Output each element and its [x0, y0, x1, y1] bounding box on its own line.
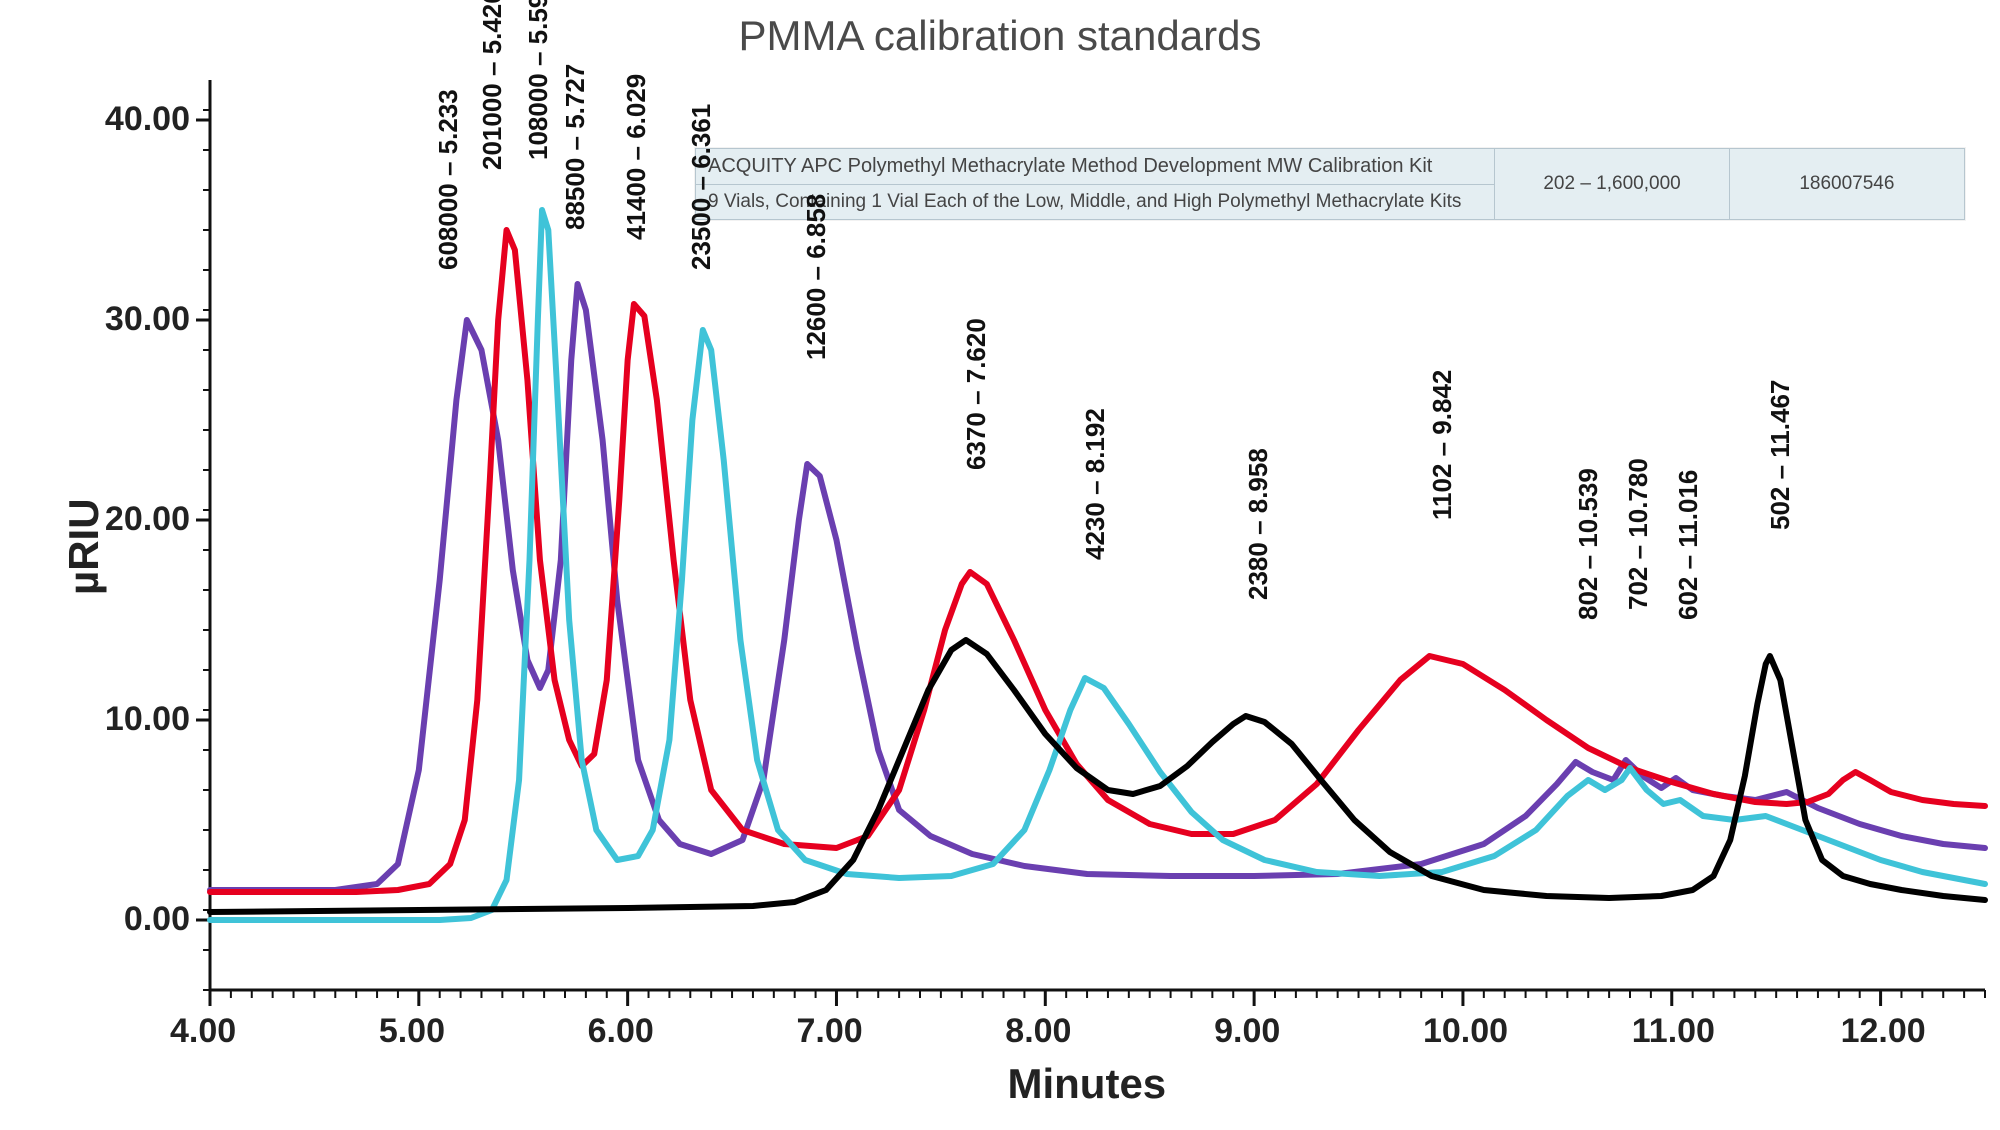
x-tick-label: 7.00 [796, 1012, 862, 1051]
peak-label: 608000 – 5.233 [433, 89, 464, 270]
y-tick-label: 10.00 [105, 700, 190, 739]
y-axis-label: µRIU [60, 498, 108, 595]
peak-label: 2380 – 8.958 [1243, 448, 1274, 600]
peak-label: 1102 – 9.842 [1427, 370, 1458, 520]
series-red [210, 230, 1985, 892]
kit-mw-range-cell: 202 – 1,600,000 [1495, 149, 1729, 220]
peak-label: 602 – 11.016 [1673, 470, 1704, 620]
x-tick-label: 8.00 [1005, 1012, 1071, 1051]
y-tick-label: 40.00 [105, 100, 190, 139]
peak-label: 12600 – 6.858 [801, 194, 832, 360]
x-tick-label: 9.00 [1214, 1012, 1280, 1051]
kit-info-table: ACQUITY APC Polymethyl Methacrylate Meth… [695, 148, 1965, 220]
peak-label: 502 – 11.467 [1765, 380, 1796, 530]
peak-label: 108000 – 5.595 [523, 0, 554, 160]
peak-label: 802 – 10.539 [1573, 468, 1604, 620]
x-tick-label: 5.00 [379, 1012, 445, 1051]
peak-label: 41400 – 6.029 [621, 74, 652, 240]
peak-label: 88500 – 5.727 [560, 64, 591, 230]
peak-label: 702 – 10.780 [1623, 458, 1654, 610]
kit-name-cell: ACQUITY APC Polymethyl Methacrylate Meth… [696, 149, 1495, 185]
x-tick-label: 4.00 [170, 1012, 236, 1051]
y-tick-label: 30.00 [105, 300, 190, 339]
series-purple [210, 284, 1985, 890]
peak-label: 6370 – 7.620 [961, 318, 992, 470]
series-cyan [210, 210, 1985, 920]
y-tick-label: 20.00 [105, 500, 190, 539]
kit-partno-cell: 186007546 [1729, 149, 1964, 220]
x-tick-label: 11.00 [1632, 1012, 1715, 1051]
x-axis-label: Minutes [1008, 1060, 1167, 1108]
peak-label: 23500 – 6.361 [686, 104, 717, 270]
x-tick-label: 6.00 [588, 1012, 654, 1051]
y-tick-label: 0.00 [124, 900, 190, 939]
peak-label: 4230 – 8.192 [1080, 408, 1111, 560]
chart-title: PMMA calibration standards [0, 12, 2000, 60]
x-tick-label: 12.00 [1841, 1012, 1926, 1051]
peak-label: 201000 – 5.420 [477, 0, 508, 170]
plot-area: ACQUITY APC Polymethyl Methacrylate Meth… [0, 70, 2000, 1130]
x-tick-label: 10.00 [1423, 1012, 1508, 1051]
